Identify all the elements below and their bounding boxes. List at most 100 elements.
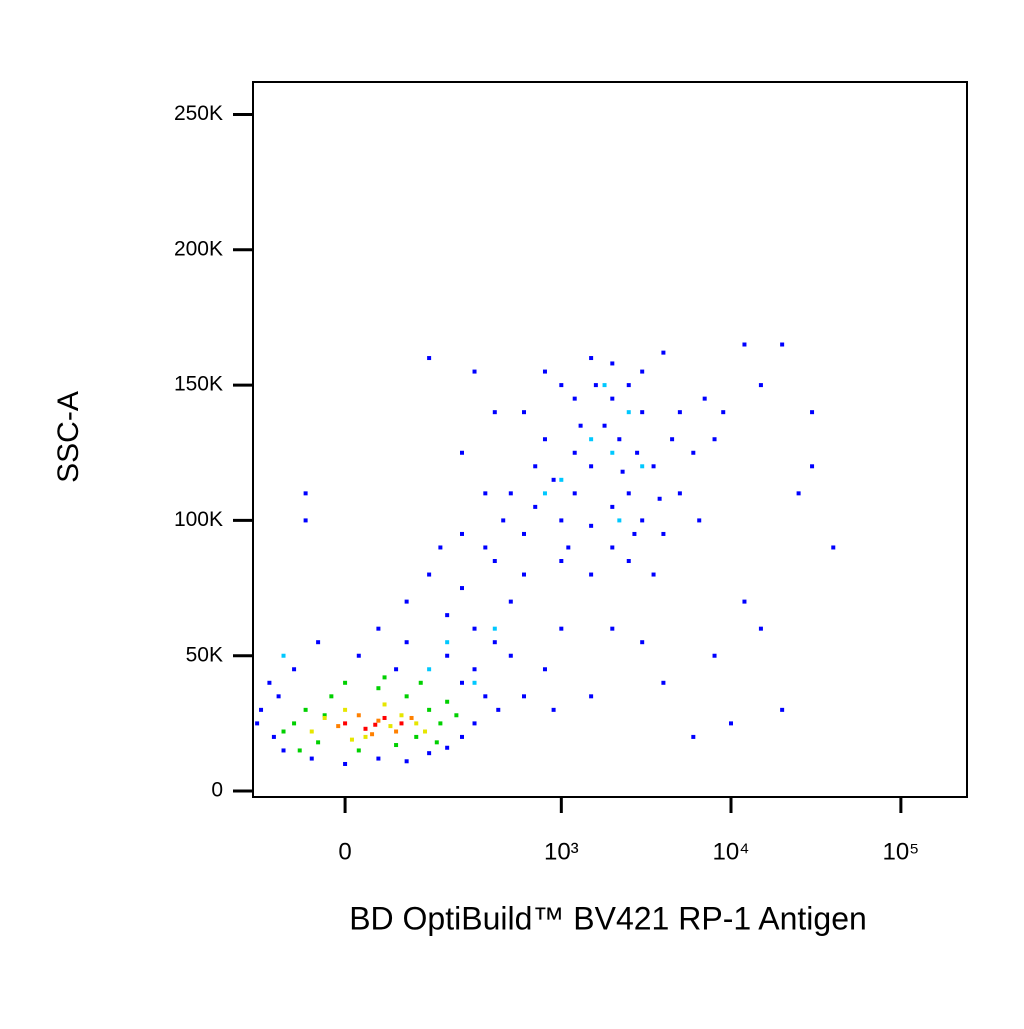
data-point [336,724,341,729]
data-point [343,707,348,712]
data-point [309,729,314,734]
data-point [533,504,538,509]
data-point [617,518,622,523]
x-axis-label: BD OptiBuild™ BV421 RP-1 Antigen [349,900,867,936]
data-point [292,667,297,672]
data-point [281,729,286,734]
data-point [522,572,527,577]
data-point [394,667,399,672]
data-point [373,722,378,727]
data-point [404,599,409,604]
data-point [414,721,419,726]
y-axis-label: SSC-A [52,391,85,483]
data-point [626,383,631,388]
data-point [388,724,393,729]
data-point [343,680,348,685]
data-point [589,356,594,361]
data-point [271,734,276,739]
data-point [399,713,404,718]
data-point [661,350,666,355]
data-point [559,518,564,523]
data-point [292,721,297,726]
data-point [483,694,488,699]
data-point [522,694,527,699]
data-point [363,726,368,731]
data-point [542,437,547,442]
data-point [677,491,682,496]
data-point [640,640,645,645]
data-point [394,729,399,734]
data-point [640,518,645,523]
data-point [721,410,726,415]
data-point [610,504,615,509]
data-point [742,599,747,604]
data-point [522,531,527,536]
data-point [610,626,615,631]
data-point [492,640,497,645]
data-point [376,756,381,761]
y-tick-label: 100K [174,508,223,531]
data-point [322,715,327,720]
data-point [661,680,666,685]
data-point [322,713,327,718]
x-tick-label: 10⁴ [712,838,749,865]
data-point [640,410,645,415]
data-point [626,491,631,496]
data-point [445,640,450,645]
data-point [589,437,594,442]
data-point [697,518,702,523]
data-point [589,523,594,528]
data-point [640,464,645,469]
data-point [501,518,506,523]
data-point [459,734,464,739]
data-point [566,545,571,550]
data-point [281,748,286,753]
x-tick-label: 10⁵ [883,838,920,865]
data-point [472,667,477,672]
data-point [559,559,564,564]
data-point [712,653,717,658]
data-point [376,626,381,631]
data-point [651,464,656,469]
data-point [533,464,538,469]
x-tick-label: 0 [338,838,351,865]
data-point [343,721,348,726]
data-point [551,707,556,712]
data-point [635,450,640,455]
data-point [626,410,631,415]
data-point [454,713,459,718]
data-point [394,743,399,748]
data-point [780,342,785,347]
data-point [796,491,801,496]
data-point [542,369,547,374]
data-point [472,680,477,685]
data-point [742,342,747,347]
data-point [651,572,656,577]
data-point [267,680,272,685]
data-point [409,715,414,720]
y-tick-label: 200K [174,237,223,260]
data-point [276,694,281,699]
data-point [343,761,348,766]
data-point [810,410,815,415]
data-point [578,423,583,428]
data-point [472,626,477,631]
data-point [691,734,696,739]
data-point [492,559,497,564]
data-point [508,653,513,658]
data-point [593,383,598,388]
data-point [445,699,450,704]
data-point [626,559,631,564]
data-point [589,694,594,699]
data-point [610,450,615,455]
data-point [610,545,615,550]
data-point [303,518,308,523]
data-point [551,477,556,482]
data-point [255,721,260,726]
data-point [459,531,464,536]
data-point [589,464,594,469]
data-point [445,745,450,750]
data-point [508,599,513,604]
data-point [472,721,477,726]
